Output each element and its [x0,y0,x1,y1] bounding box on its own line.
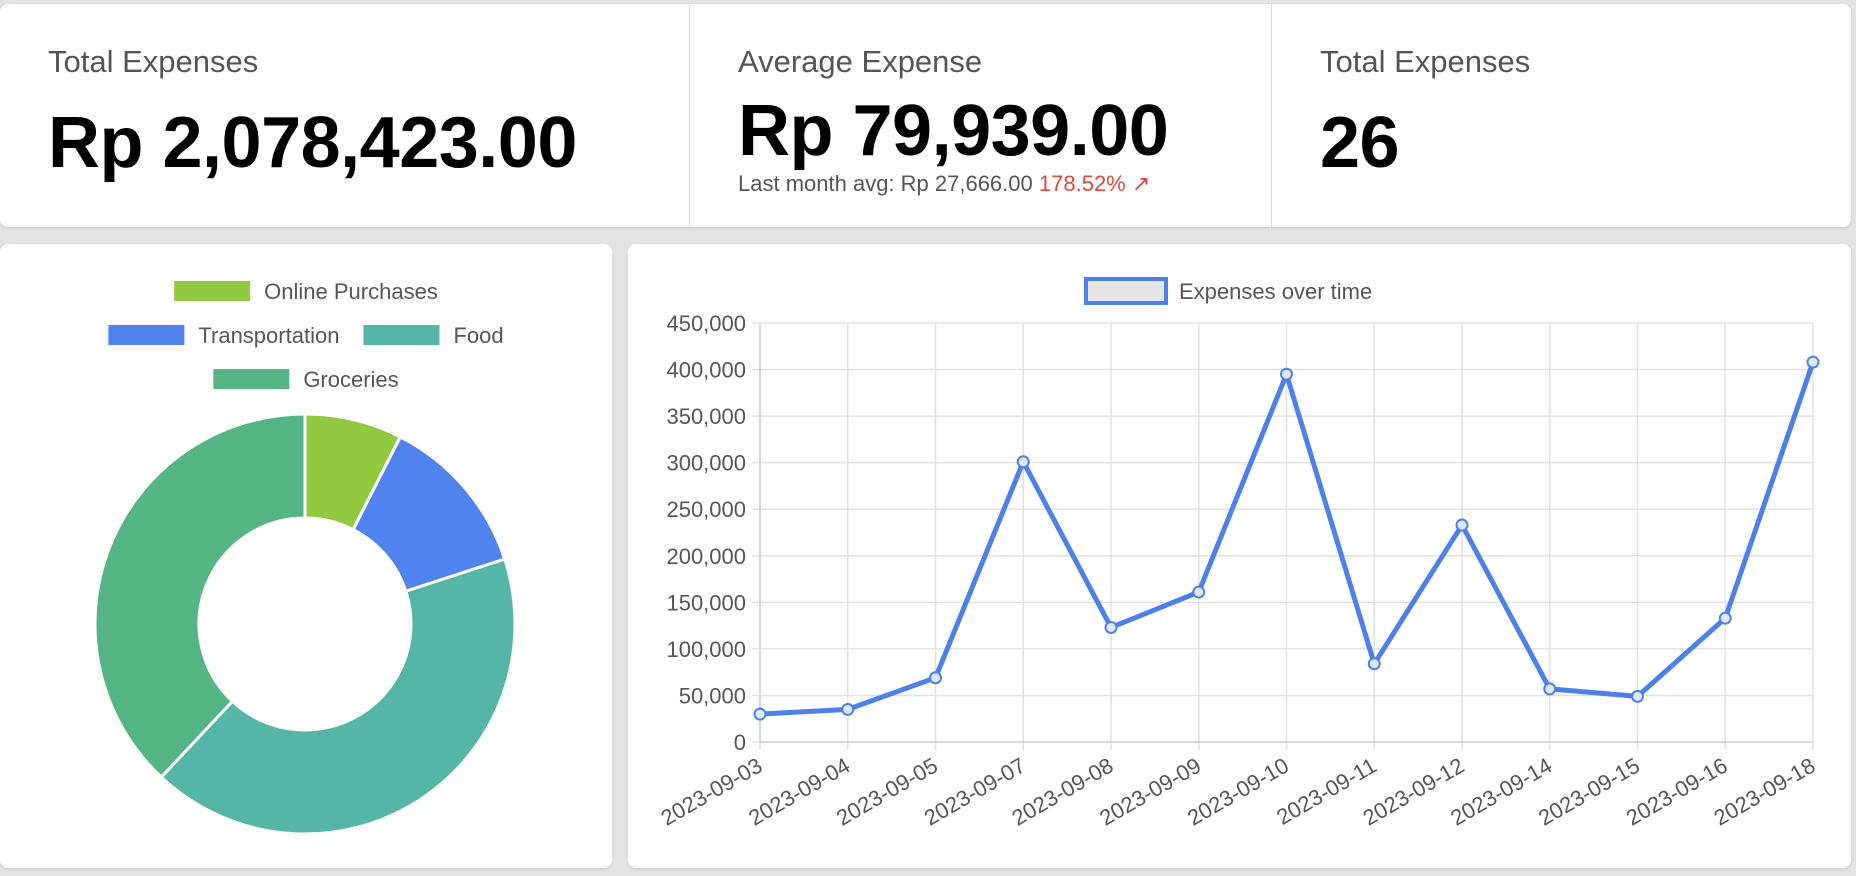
y-tick-label: 400,000 [666,358,746,383]
time-chart-card: Expenses over time 0 50,000 100,000 150,000 2… [628,244,1851,868]
last-month-average: Last month avg: Rp 27,666.00 178.52% ↗ [738,171,1150,197]
stat-total-count: Total Expenses 26 [1271,4,1851,227]
stats-card: Total Expenses Rp 2,078,423.00 Average E… [0,4,1851,227]
y-tick-label: 150,000 [666,590,746,615]
y-tick-label: 0 [734,730,746,755]
y-tick-label: 200,000 [666,544,746,569]
y-tick-label: 350,000 [666,404,746,429]
legend-swatch-food[interactable] [363,325,440,345]
legend-swatch-transportation[interactable] [108,325,185,345]
data-point[interactable] [1280,367,1293,381]
y-tick-label: 100,000 [666,637,746,662]
stat-average-expense: Average Expense Rp 79,939.00 Last month … [689,4,1271,227]
category-chart-card: Online Purchases Transportation Food Grocer… [0,244,612,868]
data-point[interactable] [1016,455,1030,469]
y-tick-label: 250,000 [666,497,746,522]
donut-slice-food[interactable] [159,557,517,836]
donut-chart: Online Purchases Transportation Food Grocer… [93,279,517,836]
line-chart: Expenses over time 0 50,000 100,000 150,000 2… [657,277,1820,831]
donut-slice-groceries[interactable] [93,412,307,780]
x-tick-label: 2023-09-10 [1183,753,1293,831]
legend-swatch-expenses[interactable] [1084,277,1168,305]
stat-value: Rp 79,939.00 [738,91,1169,171]
stat-total-expenses: Total Expenses Rp 2,078,423.00 [0,4,689,227]
data-point[interactable] [1192,585,1206,599]
stat-label: Total Expenses [48,44,259,79]
data-point[interactable] [1631,689,1644,703]
data-point[interactable] [1543,682,1557,696]
stat-label: Total Expenses [1320,44,1531,79]
legend-swatch-groceries[interactable] [213,369,290,389]
x-tick-label: 2023-09-18 [1710,753,1820,831]
data-point[interactable] [1806,355,1820,369]
delta-badge: 178.52% ↗ [1038,171,1151,196]
data-point[interactable] [929,671,942,685]
y-tick-label: 300,000 [666,451,746,476]
data-point[interactable] [1367,657,1381,671]
data-point[interactable] [841,702,855,716]
legend-label-groceries[interactable]: Groceries [303,367,398,392]
y-tick-label: 50,000 [679,683,746,708]
legend-label-transportation[interactable]: Transportation [198,323,339,348]
y-tick-label: 450,000 [666,311,746,336]
legend-swatch-online-purchases[interactable] [174,281,251,301]
data-point[interactable] [1718,611,1732,625]
data-point[interactable] [1455,518,1469,532]
stat-value: 26 [1320,103,1400,183]
last-month-text: Last month avg: Rp 27,666.00 [738,171,1033,196]
data-point[interactable] [753,707,767,721]
legend-label-online-purchases[interactable]: Online Purchases [264,279,438,304]
legend-label-food[interactable]: Food [453,323,503,348]
stat-value: Rp 2,078,423.00 [48,103,577,183]
data-point[interactable] [1104,620,1118,634]
stat-label: Average Expense [738,44,983,79]
legend-label-expenses[interactable]: Expenses over time [1179,279,1372,304]
